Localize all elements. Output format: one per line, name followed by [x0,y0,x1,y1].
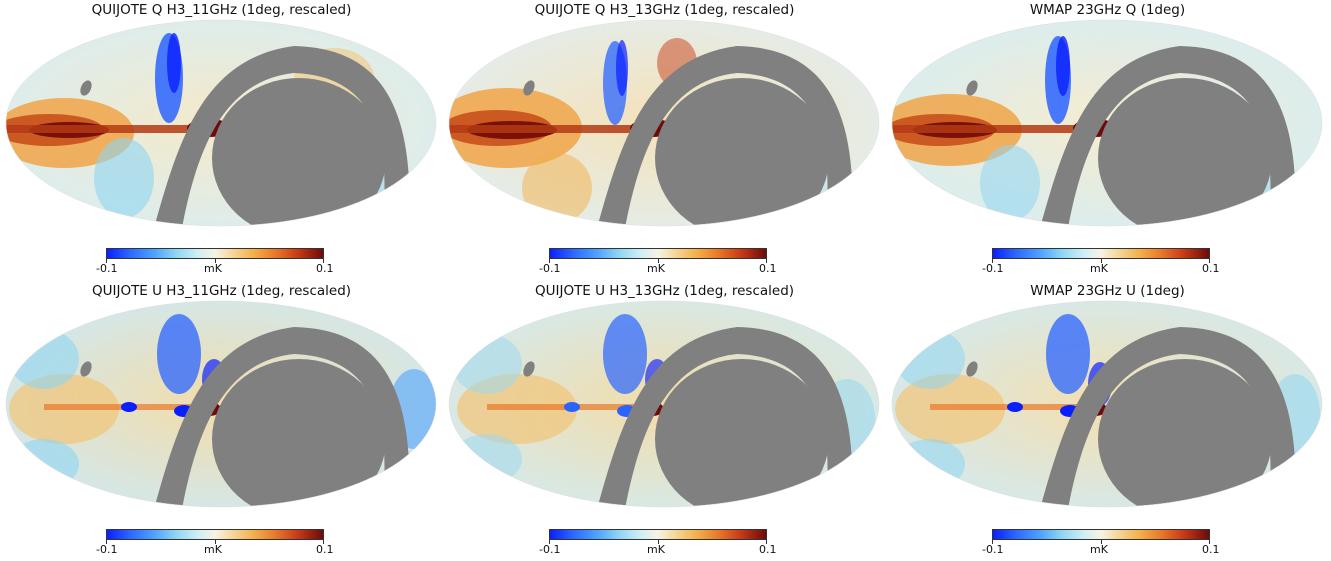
unobserved-region-mask [655,359,829,507]
mollweide-map [891,300,1323,508]
colorbar-max-label: 0.1 [1202,543,1220,556]
colorbar-min-label: -0.1 [539,543,561,556]
north-polar-spur [603,314,647,394]
map-panel-wmap-q: WMAP 23GHz Q (1deg) [886,0,1329,280]
unobserved-region-mask [212,359,386,507]
north-polar-spur [157,314,201,394]
colorbar-max-label: 0.1 [1202,262,1220,275]
colorbar-max-label: 0.1 [316,262,334,275]
map-panel-q-11ghz: QUIJOTE Q H3_11GHz (1deg, rescaled) [0,0,443,280]
colorbar-max-label: 0.1 [316,543,334,556]
panel-title: WMAP 23GHz U (1deg) [1030,283,1185,299]
panel-title: QUIJOTE U H3_11GHz (1deg, rescaled) [91,283,352,299]
mollweide-map [5,19,437,227]
panel-title: WMAP 23GHz Q (1deg) [1029,2,1186,18]
point-source-mask [966,80,978,96]
colorbar-unit-label: mK [1090,262,1108,275]
colorbar [992,529,1210,540]
colorbar-unit-label: mK [1090,543,1108,556]
colorbar [106,529,324,540]
point-source-mask [523,361,535,377]
mollweide-map [891,19,1323,227]
colorbar-unit-label: mK [204,262,222,275]
map-panel-q-13ghz: QUIJOTE Q H3_13GHz (1deg, rescaled) [443,0,886,280]
colorbar-min-label: -0.1 [982,262,1004,275]
colorbar-max-label: 0.1 [759,543,777,556]
galactic-mask-ring [154,327,410,507]
map-panel-u-13ghz: QUIJOTE U H3_13GHz (1deg, rescaled) [443,281,886,561]
galactic-mask-ring [597,46,853,226]
colorbar [992,248,1210,259]
colorbar [549,248,767,259]
unobserved-region-mask [212,78,386,226]
colorbar-unit-label: mK [204,543,222,556]
galactic-mask-ring [154,46,410,226]
colorbar-min-label: -0.1 [96,543,118,556]
colorbar-min-label: -0.1 [539,262,561,275]
north-polar-spur [1046,314,1090,394]
colorbar [549,529,767,540]
colorbar-unit-label: mK [647,543,665,556]
galactic-mask-ring [597,327,853,507]
panel-title: QUIJOTE Q H3_11GHz (1deg, rescaled) [91,2,352,18]
map-panel-u-11ghz: QUIJOTE U H3_11GHz (1deg, rescaled) [0,281,443,561]
mollweide-map [448,300,880,508]
map-panel-wmap-u: WMAP 23GHz U (1deg) [886,281,1329,561]
point-source-mask [80,361,92,377]
colorbar-min-label: -0.1 [96,262,118,275]
unobserved-region-mask [655,78,829,226]
colorbar-unit-label: mK [647,262,665,275]
unobserved-region-mask [1098,359,1272,507]
colorbar-min-label: -0.1 [982,543,1004,556]
galactic-mask-ring [1040,46,1296,226]
panel-title: QUIJOTE U H3_13GHz (1deg, rescaled) [534,283,795,299]
point-source-mask [80,80,92,96]
colorbar [106,248,324,259]
unobserved-region-mask [1098,78,1272,226]
mollweide-map [448,19,880,227]
point-source-mask [966,361,978,377]
panel-title: QUIJOTE Q H3_13GHz (1deg, rescaled) [534,2,795,18]
mollweide-map [5,300,437,508]
colorbar-max-label: 0.1 [759,262,777,275]
point-source-mask [523,80,535,96]
galactic-mask-ring [1040,327,1296,507]
